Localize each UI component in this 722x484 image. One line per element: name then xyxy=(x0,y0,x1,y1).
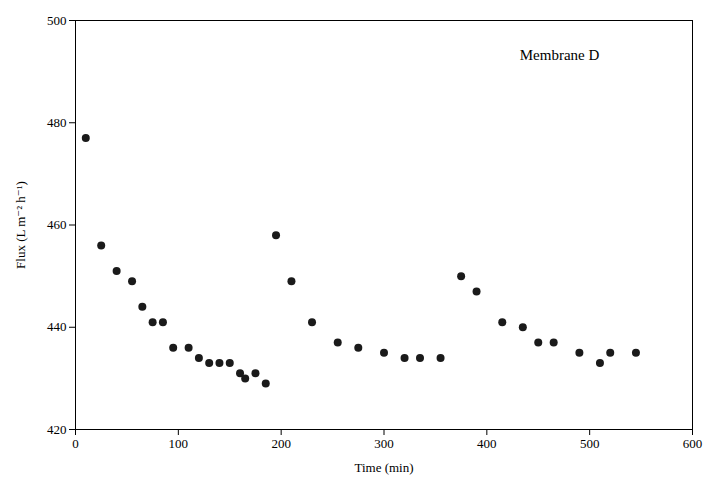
svg-text:0: 0 xyxy=(72,436,79,451)
svg-text:440: 440 xyxy=(47,319,67,334)
svg-text:600: 600 xyxy=(683,436,703,451)
svg-text:Flux (L m⁻² h⁻¹): Flux (L m⁻² h⁻¹) xyxy=(13,181,28,269)
svg-text:460: 460 xyxy=(47,217,67,232)
svg-text:300: 300 xyxy=(374,436,394,451)
svg-text:200: 200 xyxy=(271,436,291,451)
svg-text:400: 400 xyxy=(477,436,497,451)
svg-text:500: 500 xyxy=(580,436,600,451)
svg-text:100: 100 xyxy=(169,436,189,451)
svg-text:Membrane D: Membrane D xyxy=(520,47,600,63)
svg-text:420: 420 xyxy=(47,422,67,437)
svg-text:Time (min): Time (min) xyxy=(354,460,413,475)
svg-text:500: 500 xyxy=(47,13,67,28)
svg-text:480: 480 xyxy=(47,115,67,130)
